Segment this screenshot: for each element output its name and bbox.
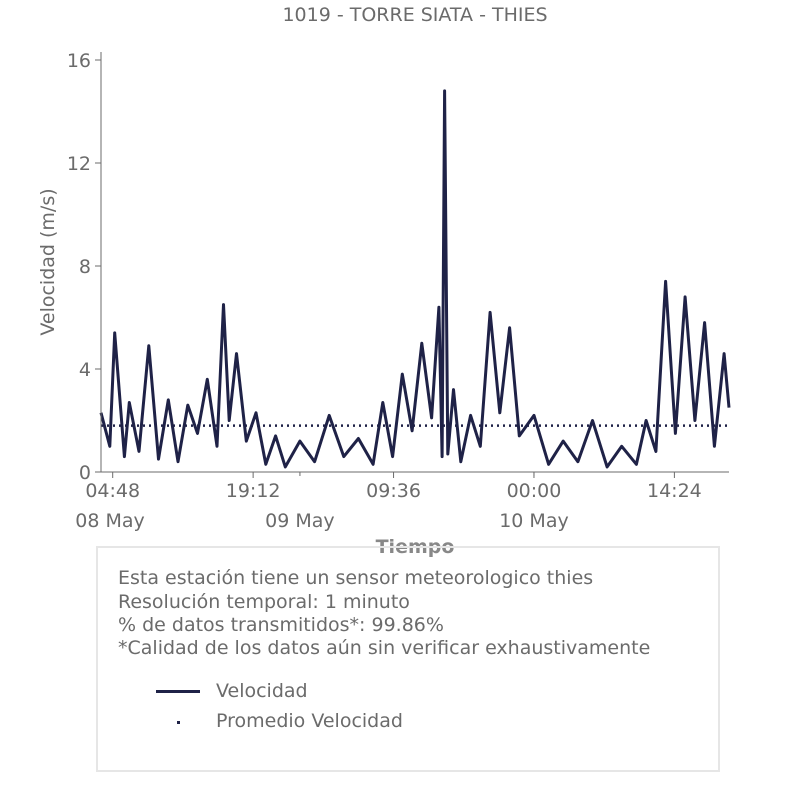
- y-tick-label: 0: [79, 462, 91, 484]
- series-layer: [99, 89, 731, 469]
- series-line-velocidad: [99, 89, 731, 469]
- info-line-1: Esta estación tiene un sensor meteorolog…: [118, 567, 594, 589]
- y-tick-label: 4: [79, 359, 91, 381]
- x-tick-label: 09:36: [366, 480, 421, 502]
- legend-item-velocidad: Velocidad: [98, 680, 698, 704]
- line-swatch-icon: [156, 690, 200, 693]
- info-line-2: Resolución temporal: 1 minuto: [118, 591, 410, 613]
- x-major-tick-label: 10 May: [499, 510, 569, 532]
- legend-label: Promedio Velocidad: [216, 710, 403, 732]
- x-tick-label: 14:24: [647, 480, 702, 502]
- chart-title: 1019 - TORRE SIATA - THIES: [282, 4, 547, 26]
- y-tick-label: 8: [79, 256, 91, 278]
- x-major-tick-label: 09 May: [265, 510, 335, 532]
- x-tick-label: 04:48: [85, 480, 140, 502]
- info-line-4: *Calidad de los datos aún sin verificar …: [118, 637, 651, 659]
- y-ticks: 0 4 8 12 16: [67, 50, 101, 484]
- info-box: Esta estación tiene un sensor meteorolog…: [96, 546, 720, 772]
- x-major-tick-label: 08 May: [75, 510, 145, 532]
- x-ticks: 04:48 19:12 09:36 00:00 14:24 08 May 09 May 10 …: [75, 472, 702, 532]
- y-tick-label: 16: [67, 50, 91, 72]
- info-line-3: % de datos transmitidos*: 99.86%: [118, 614, 444, 636]
- legend-item-promedio: Promedio Velocidad: [98, 710, 698, 734]
- y-axis-label: Velocidad (m/s): [37, 188, 59, 335]
- legend-label: Velocidad: [216, 680, 308, 702]
- x-tick-label: 00:00: [507, 480, 562, 502]
- y-tick-label: 12: [67, 153, 91, 175]
- dot-swatch-icon: [177, 721, 180, 724]
- x-tick-label: 19:12: [226, 480, 281, 502]
